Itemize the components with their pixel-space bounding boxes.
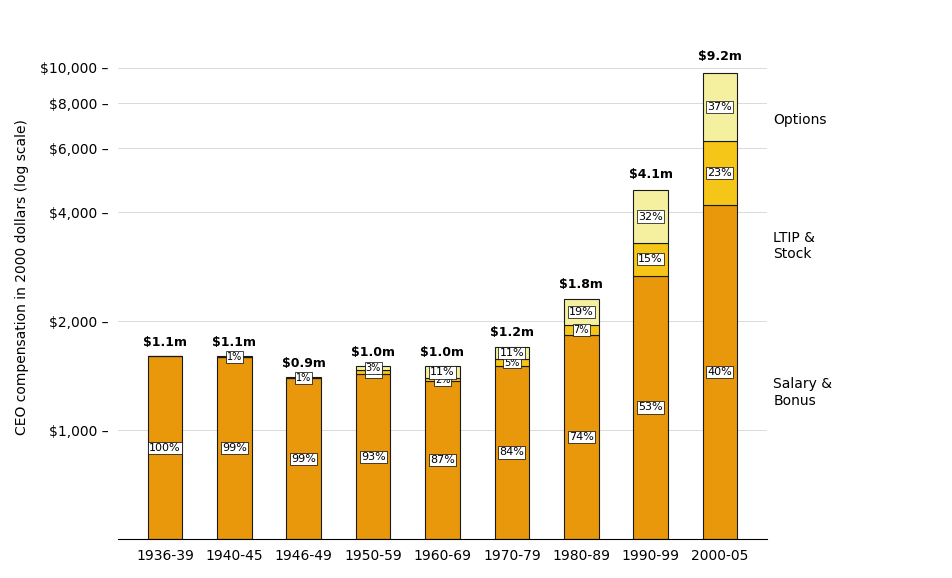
Text: 3%: 3% [366,363,381,373]
Text: $1.2m: $1.2m [489,326,533,339]
Bar [632,190,667,243]
Text: 32%: 32% [638,212,663,221]
Text: 93%: 93% [361,451,386,462]
Bar [632,243,667,276]
Bar [355,366,390,369]
Bar [702,205,737,539]
Bar [148,356,182,539]
Text: $1.0m: $1.0m [420,346,464,360]
Text: 37%: 37% [706,102,731,112]
Text: 4%: 4% [366,367,381,377]
Text: 84%: 84% [499,447,524,457]
Bar [217,357,251,539]
Text: 87%: 87% [429,455,454,465]
Bar [425,366,460,379]
Text: $4.1m: $4.1m [628,168,672,180]
Bar [494,366,528,539]
Text: 99%: 99% [291,454,316,464]
Bar [287,377,321,378]
Text: Salary &
Bonus: Salary & Bonus [772,377,831,407]
Text: 11%: 11% [499,348,524,358]
Bar [494,360,528,366]
Bar [632,276,667,539]
Text: 19%: 19% [568,307,593,317]
Bar [564,299,598,324]
Text: Options: Options [772,113,826,127]
Text: 99%: 99% [222,443,247,453]
Bar [287,378,321,539]
Text: $1.1m: $1.1m [212,336,256,349]
Text: 40%: 40% [706,367,731,377]
Text: LTIP &
Stock: LTIP & Stock [772,231,814,261]
Text: 15%: 15% [638,254,663,264]
Bar [425,381,460,539]
Bar [425,379,460,381]
Bar [355,374,390,539]
Bar [217,356,251,357]
Text: 2%: 2% [434,375,449,384]
Bar [702,73,737,140]
Text: 5%: 5% [504,358,519,368]
Bar [564,324,598,335]
Text: 100%: 100% [149,443,181,453]
Text: 74%: 74% [568,432,593,442]
Bar [702,140,737,205]
Bar [494,347,528,360]
Text: 1%: 1% [227,352,242,362]
Text: 53%: 53% [638,402,663,412]
Text: $1.0m: $1.0m [350,346,395,360]
Text: 1%: 1% [296,373,311,383]
Y-axis label: CEO compensation in 2000 dollars (log scale): CEO compensation in 2000 dollars (log sc… [15,119,29,435]
Bar [564,335,598,539]
Text: $1.8m: $1.8m [559,278,603,291]
Text: $1.1m: $1.1m [143,336,187,349]
Text: 7%: 7% [573,325,588,335]
Text: $9.2m: $9.2m [697,50,741,62]
Text: 11%: 11% [429,368,454,377]
Text: 23%: 23% [706,168,731,178]
Bar [355,369,390,374]
Text: $0.9m: $0.9m [282,357,326,370]
